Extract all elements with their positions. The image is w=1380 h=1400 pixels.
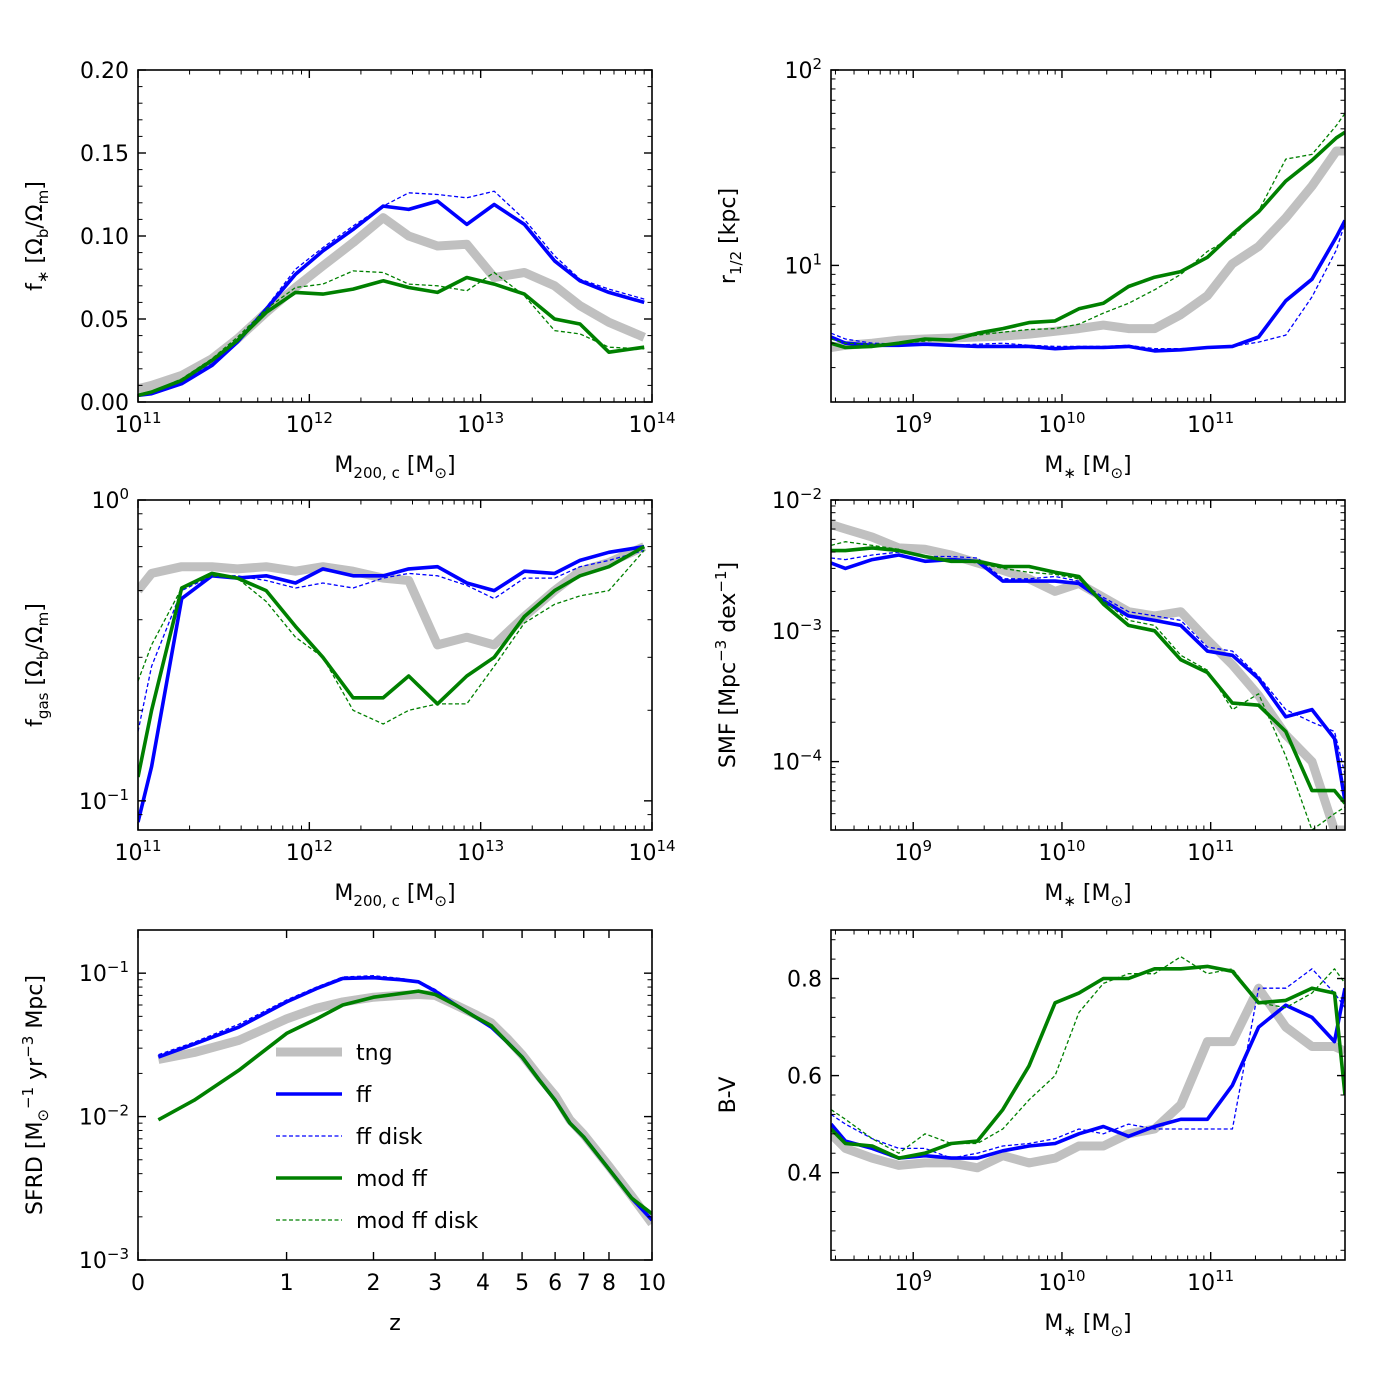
series-mod-ff-disk-fgas <box>138 549 645 725</box>
series-mod-ff-disk-bv <box>831 956 1345 1154</box>
panel-smf: 109 1010 1011 10−4 10−3 10−2 M∗ [M⊙] SMF [Mpc−3… <box>712 485 1346 910</box>
x-tick-label-rhalf: 1011 <box>1187 409 1234 438</box>
series-tng-rhalf <box>831 146 1345 352</box>
panel-fgas: 1011 1012 1013 1014 10−1 100 M200, c [M⊙] fgas … <box>23 485 676 910</box>
x-tick-label-fstar: 1014 <box>628 409 675 438</box>
series-ff-disk-fstar <box>138 190 645 397</box>
series-mod-ff-disk-fstar <box>138 270 645 397</box>
x-axis-label-sfrd: z <box>389 1311 401 1336</box>
y-tick-label-rhalf: 102 <box>784 55 822 84</box>
x-tick-label-fstar: 1011 <box>114 409 161 438</box>
y-axis-label-fgas: fgas [Ωb/Ωm] <box>23 603 52 727</box>
x-tick-label-sfrd: 0 <box>131 1271 145 1296</box>
series-ff-bv <box>831 987 1345 1160</box>
y-tick-label-fstar: 0.00 <box>80 391 129 416</box>
y-tick-label-bv: 0.4 <box>787 1162 822 1187</box>
legend-label-mod-ff: mod ff <box>356 1167 428 1192</box>
x-axis-label-fstar: M200, c [M⊙] <box>334 453 455 482</box>
series-mod-ff-fgas <box>138 545 646 778</box>
series-ff-disk-fgas <box>138 549 645 732</box>
series-ff-smf <box>831 553 1345 802</box>
series-ff-disk-bv <box>831 968 1345 1159</box>
series-mod-ff-disk-rhalf <box>831 113 1345 345</box>
x-tick-label-sfrd: 7 <box>577 1271 591 1296</box>
axes-frame-fgas <box>137 499 653 831</box>
series-mod-ff-rhalf <box>831 130 1345 350</box>
x-tick-label-fstar: 1012 <box>286 409 333 438</box>
x-axis-label-rhalf: M∗ [M⊙] <box>1044 453 1131 482</box>
y-tick-label-fgas: 100 <box>91 485 129 514</box>
y-tick-label-fstar: 0.20 <box>80 59 129 84</box>
x-tick-label-fgas: 1012 <box>286 837 333 866</box>
y-tick-label-smf: 10−3 <box>772 616 822 645</box>
series-mod-ff-fstar <box>138 275 645 398</box>
x-tick-label-fgas: 1011 <box>114 837 161 866</box>
x-tick-label-bv: 1011 <box>1187 1267 1234 1296</box>
x-axis-label-fgas: M200, c [M⊙] <box>334 881 455 910</box>
y-axis-label-rhalf: r1/2 [kpc] <box>716 188 745 284</box>
y-tick-label-smf: 10−2 <box>772 485 822 514</box>
y-tick-label-bv: 0.8 <box>787 968 822 993</box>
y-tick-label-bv: 0.6 <box>787 1065 822 1090</box>
y-tick-label-smf: 10−4 <box>772 747 822 776</box>
y-axis-label-smf: SMF [Mpc−3 dex−1] <box>712 562 741 768</box>
series-ff-disk-rhalf <box>831 222 1345 350</box>
x-tick-label-sfrd: 2 <box>366 1271 380 1296</box>
panel-bv: 109 1010 1011 0.4 0.6 0.8 M∗ [M⊙] B-V <box>716 929 1346 1340</box>
x-tick-label-rhalf: 109 <box>894 409 932 438</box>
legend-label-ff: ff <box>356 1083 372 1108</box>
y-tick-label-fgas: 10−1 <box>79 786 129 815</box>
axes-frame-sfrd <box>137 929 653 1261</box>
x-tick-label-sfrd: 6 <box>548 1271 562 1296</box>
x-tick-label-sfrd: 10 <box>638 1271 666 1296</box>
series-mod-ff-disk-smf <box>831 541 1345 830</box>
panel-sfrd: 0 1 2 3 4 5 6 7 8 10 10−3 10−2 10−1 z SFRD [M⊙−1 yr−3 … <box>19 929 666 1336</box>
y-tick-label-rhalf: 101 <box>784 250 822 279</box>
x-axis-label-smf: M∗ [M⊙] <box>1044 881 1131 910</box>
x-tick-label-bv: 109 <box>894 1267 932 1296</box>
x-tick-label-fgas: 1013 <box>457 837 504 866</box>
y-tick-label-fstar: 0.15 <box>80 142 129 167</box>
x-tick-label-sfrd: 1 <box>280 1271 294 1296</box>
x-axis-label-bv: M∗ [M⊙] <box>1044 1311 1131 1340</box>
y-axis-label-fstar: f∗ [Ωb/Ωm] <box>23 181 52 291</box>
x-tick-label-fgas: 1014 <box>628 837 675 866</box>
series-tng-smf <box>831 520 1345 830</box>
y-axis-label-bv: B-V <box>716 1077 741 1114</box>
legend-label-mod-ff-disk: mod ff disk <box>356 1209 479 1234</box>
legend: tng ff ff disk mod ff mod ff disk <box>276 1041 479 1234</box>
panel-rhalf: 109 1010 1011 101 102 M∗ [M⊙] r1/2 [kpc] <box>716 55 1346 482</box>
y-tick-label-sfrd: 10−1 <box>79 958 129 987</box>
y-axis-label-sfrd: SFRD [M⊙−1 yr−3 Mpc] <box>19 975 52 1215</box>
series-mod-ff-bv <box>831 964 1345 1160</box>
legend-label-tng: tng <box>356 1041 393 1066</box>
x-tick-label-bv: 1010 <box>1038 1267 1085 1296</box>
y-tick-label-fstar: 0.10 <box>80 225 129 250</box>
series-tng-fgas <box>138 542 647 650</box>
y-tick-label-sfrd: 10−2 <box>79 1102 129 1131</box>
x-tick-label-smf: 1010 <box>1038 837 1085 866</box>
series-ff-fgas <box>138 544 645 823</box>
y-tick-label-fstar: 0.05 <box>80 308 129 333</box>
series-mod-ff-disk-sfrd <box>158 990 652 1215</box>
x-tick-label-smf: 1011 <box>1187 837 1234 866</box>
x-tick-label-smf: 109 <box>894 837 932 866</box>
axes-frame-smf <box>830 499 1346 831</box>
x-tick-label-sfrd: 4 <box>476 1271 490 1296</box>
x-tick-label-sfrd: 8 <box>602 1271 616 1296</box>
x-tick-label-sfrd: 3 <box>428 1271 442 1296</box>
x-tick-label-rhalf: 1010 <box>1038 409 1085 438</box>
axes-frame-bv <box>830 929 1346 1261</box>
series-tng-bv <box>831 983 1345 1173</box>
series-ff-rhalf <box>831 219 1345 353</box>
axes-frame-rhalf <box>830 69 1346 403</box>
x-tick-label-sfrd: 5 <box>515 1271 529 1296</box>
panel-fstar: 1011 1012 1013 1014 0.00 0.05 0.10 0.15 0.20 M200… <box>23 59 676 482</box>
legend-label-ff-disk: ff disk <box>356 1125 423 1150</box>
y-tick-label-sfrd: 10−3 <box>79 1245 129 1274</box>
x-tick-label-fstar: 1013 <box>457 409 504 438</box>
